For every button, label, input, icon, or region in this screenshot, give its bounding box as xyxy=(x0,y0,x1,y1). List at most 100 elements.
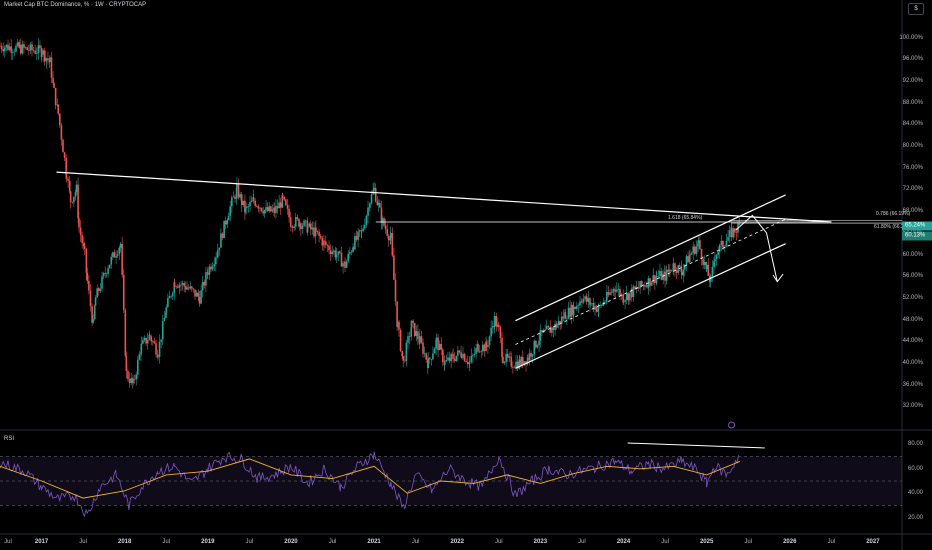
candle-body xyxy=(345,261,348,268)
candle-body xyxy=(564,312,567,319)
candle-body xyxy=(201,281,204,291)
candle-body xyxy=(323,240,325,246)
candle-body xyxy=(705,264,708,269)
candle-body xyxy=(276,206,279,209)
candle-body xyxy=(720,240,723,245)
candle-body xyxy=(567,307,570,319)
candle-body xyxy=(559,320,561,324)
candle-body xyxy=(347,253,350,262)
candle-body xyxy=(200,290,202,304)
candle-body xyxy=(577,305,580,307)
candle-body xyxy=(191,286,193,289)
candle-body xyxy=(477,344,479,352)
candle-body xyxy=(662,273,664,280)
candle-body xyxy=(210,266,212,270)
candle-body xyxy=(478,351,481,353)
trendline-resistance xyxy=(56,171,832,223)
candle-body xyxy=(620,294,623,297)
candle-body xyxy=(135,374,138,380)
candle-body xyxy=(360,230,363,232)
candle-body xyxy=(684,264,686,270)
candle-body xyxy=(442,349,444,363)
candle-body xyxy=(183,283,185,287)
candle-body xyxy=(510,356,512,358)
channel-median xyxy=(515,218,786,345)
candle-body xyxy=(266,207,269,212)
candle-body xyxy=(427,358,429,368)
chart-title: Market Cap BTC Dominance, % · 1W · CRYPT… xyxy=(4,2,147,8)
price-tick-label: 44.00% xyxy=(902,338,923,345)
candle-body xyxy=(153,341,156,344)
candle-body xyxy=(313,227,315,237)
rsi-layer xyxy=(0,421,902,518)
candle-body xyxy=(2,49,4,52)
rsi-ma-line xyxy=(0,458,741,499)
candle-body xyxy=(399,329,402,351)
candle-body xyxy=(501,337,503,358)
candle-body xyxy=(460,356,463,358)
candle-body xyxy=(637,287,640,289)
candle-body xyxy=(56,104,59,106)
candle-body xyxy=(455,355,458,361)
candle-body xyxy=(107,268,109,274)
candle-body xyxy=(420,336,423,343)
candle-body xyxy=(218,247,221,251)
candle-body xyxy=(326,245,329,246)
candle-body xyxy=(158,341,161,358)
candle-body xyxy=(32,50,35,51)
candle-body xyxy=(579,301,581,306)
candle-body xyxy=(42,50,44,55)
time-tick-label: Jul xyxy=(4,539,12,545)
candle-body xyxy=(29,44,32,51)
candle-body xyxy=(627,293,630,301)
candle-body xyxy=(547,326,550,327)
candle-body xyxy=(612,289,615,293)
candle-body xyxy=(722,240,724,247)
candle-body xyxy=(115,255,117,258)
candle-body xyxy=(265,207,267,210)
currency-button[interactable]: $ xyxy=(908,3,924,15)
candle-body xyxy=(728,230,731,238)
candle-body xyxy=(600,304,603,306)
candle-body xyxy=(283,196,286,200)
candle-body xyxy=(569,307,571,317)
candle-body xyxy=(557,320,560,326)
time-tick-label: Jul xyxy=(79,539,87,545)
candle-body xyxy=(43,50,46,62)
time-tick-label: Jul xyxy=(245,539,254,545)
channel-upper xyxy=(515,194,786,322)
candle-body xyxy=(547,326,550,328)
candle-body xyxy=(437,337,439,351)
candle-body xyxy=(438,343,441,351)
candle-body xyxy=(215,258,217,265)
channel-lower xyxy=(515,243,786,369)
candle-body xyxy=(314,227,317,237)
candle-body xyxy=(544,329,546,331)
candle-body xyxy=(189,286,192,289)
candle-body xyxy=(451,353,454,355)
price-tick-label: 68.00% xyxy=(902,208,923,215)
candle-body xyxy=(508,356,511,358)
candle-body xyxy=(473,353,476,355)
candle-body xyxy=(156,354,159,358)
candle-body xyxy=(644,285,646,287)
candle-body xyxy=(226,220,229,225)
candle-body xyxy=(491,326,494,328)
time-tick-label: Jul xyxy=(162,539,171,545)
candle-body xyxy=(63,152,66,158)
candle-body xyxy=(572,306,575,315)
candle-body xyxy=(11,52,14,53)
candle-body xyxy=(472,354,474,356)
candle-body xyxy=(18,42,20,48)
candles-layer xyxy=(0,38,741,389)
candle-body xyxy=(711,266,714,277)
candle-body xyxy=(89,290,92,307)
candle-body xyxy=(244,200,246,213)
candle-body xyxy=(142,340,144,344)
candle-body xyxy=(235,187,238,199)
candle-body xyxy=(124,309,127,356)
candle-body xyxy=(675,270,678,273)
candle-body xyxy=(574,306,577,309)
candle-body xyxy=(589,303,592,305)
